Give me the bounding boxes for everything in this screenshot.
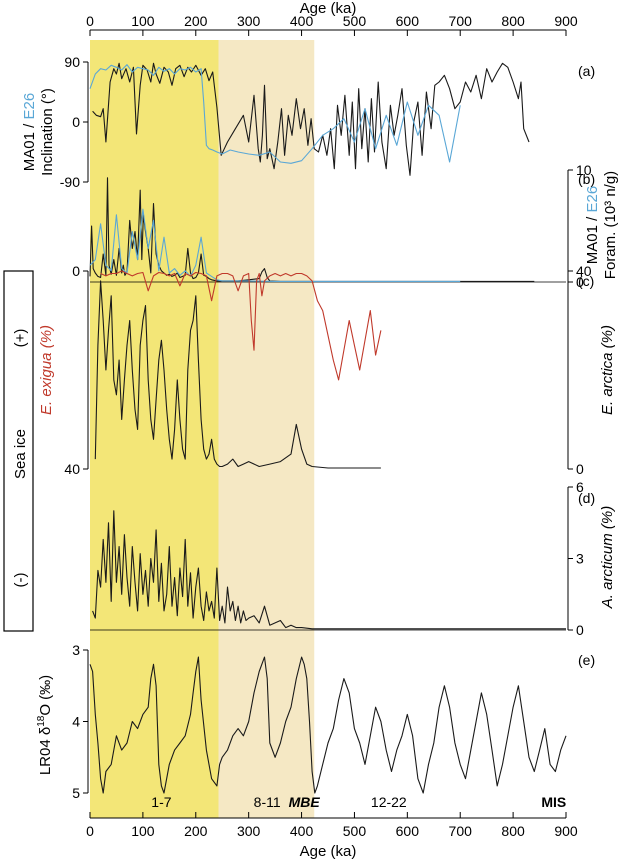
panel-a-letter: (a) (578, 63, 595, 79)
panel-c-ytick-label-right-40: 40 (576, 263, 592, 279)
panel-d-ylabel-right: A. arcticum (%) (599, 506, 616, 610)
x-tick-label-top-100: 100 (131, 13, 155, 29)
panel-e-ylabel-tail: O (‰) (37, 675, 54, 716)
mis-label-1: 1-7 (151, 794, 171, 810)
panel-b-letter: (b) (578, 171, 595, 187)
mis-labels: 1-7 8-11 MBE 12-22 MIS (151, 794, 566, 810)
sea-ice-plus: (+) (12, 329, 29, 348)
mis-label-5: MIS (541, 794, 566, 810)
x-tick-label-bottom-400: 400 (290, 823, 314, 839)
panel-b-series-2 (89, 208, 461, 282)
x-tick-label-top-600: 600 (396, 13, 420, 29)
series-layer (89, 62, 567, 794)
x-tick-label-bottom-200: 200 (184, 823, 208, 839)
panel-e-ytick-label-left-4: 4 (72, 714, 80, 730)
panel-a-series-1 (92, 62, 530, 176)
panel-e-ylabel-sup: 18 (36, 715, 47, 727)
panel-d-letter: (d) (578, 490, 595, 506)
sea-ice-frame (3, 270, 34, 632)
shading-layer (90, 40, 315, 818)
plot-frame (90, 281, 566, 631)
panel-b-ylabel-line1: MA01 / E26 (584, 186, 601, 264)
mis-label-3: MBE (289, 794, 321, 810)
x-tick-label-bottom-700: 700 (449, 823, 473, 839)
x-tick-label-bottom-900: 900 (554, 823, 578, 839)
x-tick-label-top-0: 0 (86, 13, 94, 29)
panel-c-ytick-label-right-0: 0 (576, 461, 584, 477)
panel-e-ylabel: LR04 δ18O (‰) (36, 675, 54, 775)
panel-a-series-2 (89, 64, 461, 164)
panel-d-ytick-label-right-6: 6 (576, 479, 584, 495)
x-tick-label-bottom-500: 500 (343, 823, 367, 839)
x-tick-label-top-500: 500 (343, 13, 367, 29)
panel-a-ytick-label-left-90: 90 (64, 54, 80, 70)
panel-e-ylabel-main: LR04 δ (37, 727, 54, 775)
sea-ice-title: Sea ice (12, 429, 29, 479)
panel-c-series-exigua (100, 270, 382, 381)
shaded-interval-2 (218, 40, 315, 818)
x-tick-label-top-400: 400 (290, 13, 314, 29)
x-tick-label-top-800: 800 (501, 13, 525, 29)
panel-d-series-1 (92, 510, 566, 630)
panel-c-ytick-label-left-0: 0 (72, 263, 80, 279)
x-tick-label-bottom-100: 100 (131, 823, 155, 839)
panel-b-ytick-label-right-10: 10 (576, 162, 592, 178)
x-tick-label-bottom-600: 600 (396, 823, 420, 839)
panel-a-ylabel-sep: / (21, 120, 38, 133)
panel-d-ytick-label-right-3: 3 (576, 551, 584, 567)
panel-e-ytick-label-left-3: 3 (72, 642, 80, 658)
panel-c-ytick-label-left-40: 40 (64, 461, 80, 477)
panel-e-ytick-label-left-5: 5 (72, 785, 80, 801)
panel-a-ylabel-blue: E26 (21, 93, 38, 120)
panel-a-ytick-label-left-0: 0 (72, 114, 80, 130)
panel-e-letter: (e) (578, 652, 595, 668)
panel-b-ylabel-sep: / (584, 213, 601, 226)
panel-b-ylabel-black: MA01 (584, 225, 601, 264)
x-tick-label-bottom-800: 800 (501, 823, 525, 839)
x-axis-label-top: Age (ka) (300, 0, 357, 17)
x-axis-label-bottom: Age (ka) (300, 843, 357, 860)
x-tick-label-top-200: 200 (184, 13, 208, 29)
panel-b-ytick-label-right-0: 0 (576, 274, 584, 290)
panel-a-ytick-label-left--90: -90 (60, 174, 80, 190)
panel-b-ylabel-line2: Foram. (10³ n/g) (602, 171, 619, 279)
panel-c-series-arctica (94, 280, 381, 469)
panel-e-series-1 (89, 656, 567, 794)
axes-layer: 0010010020020030030040040050050060060070… (60, 13, 595, 839)
x-tick-label-top-700: 700 (449, 13, 473, 29)
x-tick-label-top-300: 300 (237, 13, 261, 29)
panel-d-ytick-label-right-0: 0 (576, 622, 584, 638)
x-tick-label-bottom-0: 0 (86, 823, 94, 839)
panel-a-ylabel-line2: Inclination (°) (39, 88, 56, 176)
panel-a-ylabel-black: MA01 (21, 132, 38, 171)
panel-b-ylabel-blue: E26 (584, 186, 601, 213)
x-tick-label-top-900: 900 (554, 13, 578, 29)
panel-c-ylabel-left: E. exigua (%) (38, 325, 55, 415)
sea-ice-box: Sea ice (+) (-) (3, 270, 34, 632)
mis-label-4: 12-22 (371, 794, 407, 810)
mis-label-2: 8-11 (254, 794, 281, 810)
x-tick-label-bottom-300: 300 (237, 823, 261, 839)
sea-ice-minus: (-) (12, 573, 29, 588)
panel-a-ylabel-line1: MA01 / E26 (21, 93, 38, 171)
panel-c-letter: (c) (578, 273, 594, 289)
panel-c-ylabel-right: E. arctica (%) (599, 325, 616, 415)
